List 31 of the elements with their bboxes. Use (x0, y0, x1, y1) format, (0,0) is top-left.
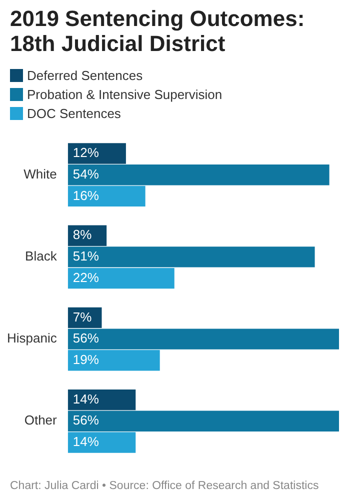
bar (68, 328, 339, 350)
data-label: 22% (72, 270, 100, 285)
data-label: 8% (72, 227, 92, 242)
bar (68, 246, 315, 268)
data-label: 7% (72, 309, 92, 324)
data-label: 12% (72, 145, 100, 160)
legend-label: DOC Sentences (26, 105, 121, 123)
legend-label: Probation & Intensive Supervision (26, 86, 222, 104)
bar (68, 186, 146, 207)
data-label: 14% (72, 391, 100, 406)
bar (68, 164, 330, 186)
y-tick-label: Black (25, 248, 58, 264)
y-tick-label: White (24, 166, 57, 182)
data-label: 54% (72, 166, 100, 182)
bar (68, 432, 136, 453)
bar (68, 389, 136, 410)
data-label: 56% (72, 412, 100, 428)
bar (68, 410, 339, 432)
chart-title: 2019 Sentencing Outcomes: 18th Judicial District (10, 6, 306, 56)
data-label: 19% (72, 352, 100, 367)
data-label: 56% (72, 330, 100, 346)
text: Chart: Julia Cardi • Source: Office of Research and Statistics (10, 479, 320, 494)
bar (68, 268, 174, 289)
y-tick-label: Other (24, 412, 58, 428)
bar (68, 143, 126, 164)
data-label: 14% (72, 434, 100, 450)
bar (68, 350, 160, 371)
data-label: 51% (72, 248, 100, 264)
legend-label: Deferred Sentences (26, 67, 143, 85)
y-tick-label: Hispanic (6, 330, 58, 346)
data-label: 16% (72, 188, 100, 203)
